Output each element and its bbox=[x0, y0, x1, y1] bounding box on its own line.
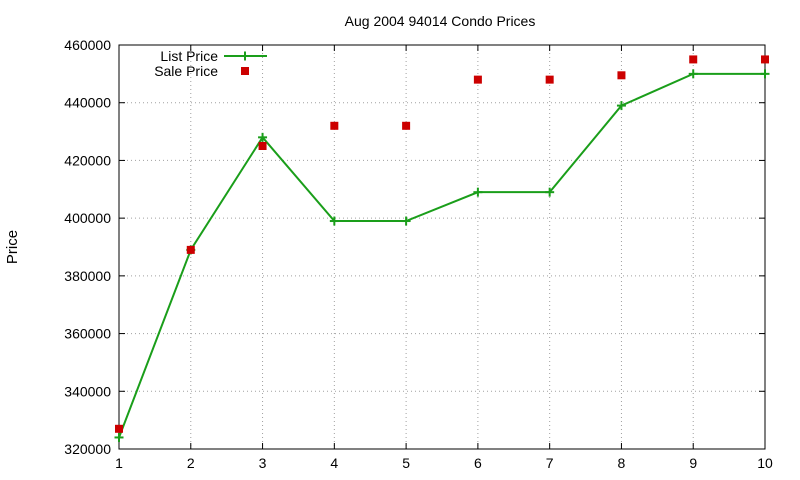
y-tick-label: 400000 bbox=[64, 210, 111, 226]
sale-price-point bbox=[115, 424, 123, 433]
x-tick-label: 10 bbox=[757, 455, 773, 471]
sale-price-point bbox=[330, 121, 339, 130]
x-tick-label: 6 bbox=[474, 455, 482, 471]
list-price-point bbox=[760, 69, 770, 79]
list-price-point bbox=[688, 69, 698, 79]
y-tick-label: 420000 bbox=[64, 152, 111, 168]
y-tick-label: 380000 bbox=[64, 268, 111, 284]
legend-label-sale-price: Sale Price bbox=[154, 63, 218, 79]
x-tick-label: 9 bbox=[689, 455, 697, 471]
y-tick-label: 340000 bbox=[64, 383, 111, 399]
y-axis-label: Price bbox=[4, 230, 21, 264]
chart-title: Aug 2004 94014 Condo Prices bbox=[345, 13, 536, 29]
legend-label-list-price: List Price bbox=[160, 48, 218, 64]
y-tick-label: 360000 bbox=[64, 326, 111, 342]
legend-marker-sale-price bbox=[241, 67, 249, 75]
x-tick-label: 3 bbox=[259, 455, 267, 471]
axes bbox=[118, 44, 766, 450]
x-tick-label: 8 bbox=[618, 455, 626, 471]
list-price-point bbox=[329, 216, 339, 226]
list-price-point bbox=[114, 432, 124, 442]
y-tick-label: 320000 bbox=[64, 441, 111, 457]
x-tick-label: 1 bbox=[115, 455, 123, 471]
sale-price-point bbox=[761, 55, 769, 64]
list-price-line bbox=[118, 72, 765, 438]
sale-price-point bbox=[186, 245, 195, 254]
grid bbox=[119, 45, 765, 449]
sale-price-point bbox=[402, 121, 411, 130]
sale-price-point bbox=[473, 75, 482, 84]
list-price-point bbox=[258, 132, 268, 142]
series bbox=[114, 55, 770, 442]
y-tick-label: 460000 bbox=[64, 37, 111, 53]
plot-border bbox=[118, 44, 766, 450]
x-tick-label: 4 bbox=[330, 455, 338, 471]
sale-price-point bbox=[545, 75, 554, 84]
x-tick-label: 2 bbox=[187, 455, 195, 471]
sale-price-point bbox=[258, 142, 267, 150]
y-tick-label: 440000 bbox=[64, 95, 111, 111]
legend-marker-list-price bbox=[240, 51, 250, 61]
list-price-point bbox=[401, 216, 411, 226]
sale-price-point bbox=[617, 71, 626, 80]
list-price-point bbox=[545, 187, 555, 197]
list-price-point bbox=[616, 101, 626, 111]
list-price-point bbox=[473, 187, 483, 197]
x-tick-label: 5 bbox=[402, 455, 410, 471]
sale-price-point bbox=[689, 55, 698, 64]
x-tick-label: 7 bbox=[546, 455, 554, 471]
tick-labels: 1 2 3 4 5 6 7 8 9 10 320000 340000 360000 380000 40000… bbox=[64, 37, 773, 471]
